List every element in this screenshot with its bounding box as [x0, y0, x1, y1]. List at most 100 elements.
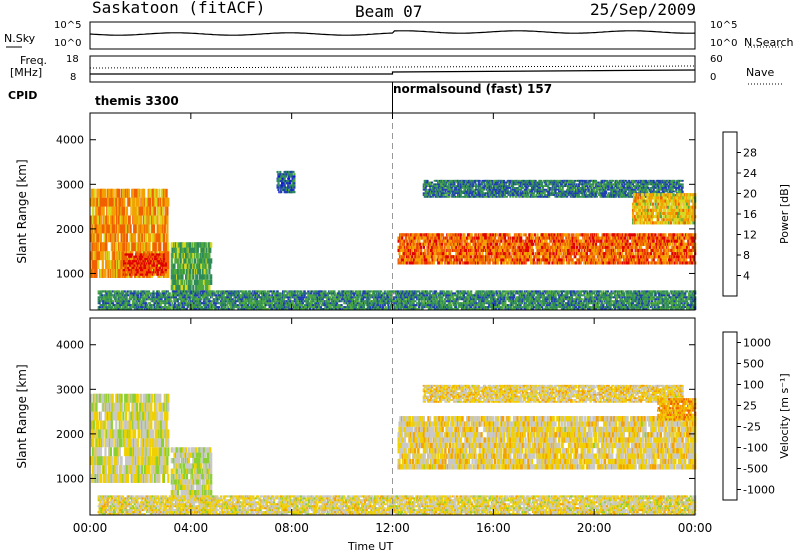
data-cell — [660, 249, 662, 252]
data-cell — [445, 252, 447, 255]
data-cell — [115, 242, 117, 251]
data-cell — [164, 224, 166, 233]
data-cell — [444, 187, 446, 189]
data-cell — [444, 194, 446, 196]
data-cell — [545, 240, 547, 243]
data-cell — [490, 243, 492, 246]
data-cell — [154, 207, 156, 216]
data-cell — [208, 269, 210, 274]
data-cell — [508, 185, 510, 187]
data-cell — [137, 253, 139, 255]
data-cell — [423, 246, 425, 249]
data-cell — [563, 240, 565, 243]
data-cell — [156, 189, 158, 198]
data-cell — [468, 194, 470, 196]
data-cell — [508, 233, 510, 236]
data-cell — [118, 189, 120, 198]
data-cell — [434, 255, 436, 258]
data-cell — [167, 242, 169, 251]
data-cell — [158, 269, 160, 271]
data-cell — [646, 249, 648, 252]
data-cell — [578, 185, 580, 187]
data-cell — [405, 237, 407, 240]
data-cell — [514, 246, 516, 249]
data-cell — [208, 253, 210, 258]
data-cell — [595, 243, 597, 246]
data-cell — [163, 258, 165, 260]
data-cell — [141, 262, 143, 264]
data-cell — [279, 171, 281, 173]
data-cell — [673, 233, 675, 236]
data-cell — [166, 189, 168, 198]
data-cell — [444, 249, 446, 252]
data-cell — [532, 249, 534, 252]
freq-trace — [90, 70, 695, 74]
data-cell — [468, 255, 470, 258]
data-cell — [157, 274, 159, 276]
data-cell — [601, 249, 603, 252]
data-cell — [441, 261, 443, 264]
data-cell — [442, 191, 444, 193]
data-cell — [451, 189, 453, 191]
data-cell — [667, 252, 669, 255]
data-cell — [150, 271, 152, 273]
data-cell — [150, 260, 152, 262]
data-cell — [621, 252, 623, 255]
data-cell — [598, 249, 600, 252]
data-cell — [192, 285, 194, 290]
data-cell — [403, 243, 405, 246]
data-cell — [146, 274, 148, 276]
data-cell — [512, 196, 514, 198]
data-cell — [504, 237, 506, 240]
data-cell — [181, 274, 183, 279]
data-cell — [470, 255, 472, 258]
data-cell — [441, 243, 443, 246]
data-cell — [573, 182, 575, 184]
data-cell — [520, 237, 522, 240]
data-cell — [646, 258, 648, 261]
data-cell — [461, 258, 463, 261]
data-cell — [190, 258, 192, 263]
data-cell — [676, 261, 678, 264]
data-cell — [497, 182, 499, 184]
data-cell — [472, 183, 474, 185]
data-cell — [166, 216, 168, 225]
data-cell — [130, 258, 132, 260]
data-cell — [685, 258, 687, 261]
data-cell — [509, 187, 511, 189]
data-cell — [424, 249, 426, 252]
data-cell — [533, 194, 535, 196]
data-cell — [522, 187, 524, 189]
data-cell — [624, 237, 626, 240]
data-cell — [572, 189, 574, 191]
data-cell — [581, 258, 583, 261]
data-cell — [117, 233, 119, 242]
data-cell — [484, 261, 486, 264]
data-cell — [664, 233, 666, 236]
data-cell — [540, 261, 542, 264]
data-cell — [631, 249, 633, 252]
data-cell — [144, 265, 146, 267]
data-cell — [461, 243, 463, 246]
data-cell — [414, 240, 416, 243]
data-cell — [424, 252, 426, 255]
data-cell — [669, 243, 671, 246]
data-cell — [208, 285, 210, 290]
data-cell — [565, 183, 567, 185]
data-cell — [277, 182, 279, 184]
data-cell — [420, 246, 422, 249]
data-cell — [167, 198, 169, 207]
data-cell — [125, 216, 127, 225]
data-cell — [420, 249, 422, 252]
data-cell — [449, 192, 451, 194]
data-cell — [545, 189, 547, 191]
data-cell — [508, 261, 510, 264]
data-cell — [536, 233, 538, 236]
data-cell — [157, 216, 159, 225]
data-cell — [539, 187, 541, 189]
data-cell — [667, 246, 669, 249]
data-cell — [495, 194, 497, 196]
data-cell — [293, 180, 295, 182]
data-cell — [662, 240, 664, 243]
data-cell — [527, 258, 529, 261]
